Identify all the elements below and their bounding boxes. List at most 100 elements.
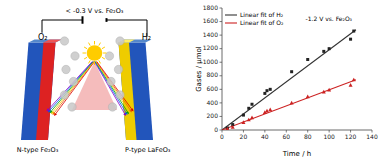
data-point: [306, 95, 310, 99]
fit-line: [222, 30, 356, 130]
sun-ray: [102, 57, 105, 59]
y-tick: [220, 8, 223, 9]
wire: [42, 20, 43, 33]
sun-ray: [103, 53, 106, 54]
light-ray: [55, 62, 95, 115]
data-point: [241, 120, 245, 124]
gas-bubble: [114, 65, 122, 73]
y-tick: [220, 75, 223, 76]
light-ray: [52, 62, 94, 113]
data-point: [327, 88, 331, 92]
light-ray: [96, 62, 131, 112]
data-point: [322, 50, 325, 53]
schematic-label: N-type Fe₂O₃: [17, 146, 59, 154]
data-point: [290, 70, 293, 73]
y-tick-label: 200: [207, 112, 219, 119]
x-tick-label: 140: [366, 133, 378, 140]
gas-bubble: [116, 91, 124, 99]
sun-ray: [84, 57, 87, 59]
wire: [107, 20, 148, 21]
data-point: [247, 107, 250, 110]
y-tick: [220, 48, 223, 49]
y-tick: [220, 62, 223, 63]
light-ray-head: [131, 108, 134, 111]
data-point: [231, 125, 235, 129]
data-point: [268, 107, 272, 111]
x-tick-label: 60: [282, 133, 290, 140]
light-cone: [72, 62, 117, 110]
y-tick: [220, 130, 223, 131]
light-ray: [48, 62, 93, 111]
x-tick-label: 20: [240, 133, 248, 140]
x-tick-label: 0: [220, 133, 224, 140]
sun-ray: [99, 43, 101, 46]
sun-ray: [102, 47, 105, 49]
data-point: [265, 109, 269, 113]
y-axis: [222, 8, 223, 130]
schematic-title: < -0.3 V vs. Fe₂O₃: [66, 7, 124, 15]
sun-ray: [99, 60, 101, 63]
data-point: [306, 58, 309, 61]
sun-ray: [89, 43, 91, 46]
y-tick-label: 1000: [203, 58, 218, 65]
gas-bubble: [105, 52, 113, 60]
sun-ray: [94, 62, 95, 65]
data-point: [263, 92, 266, 95]
gas-bubble: [108, 103, 116, 111]
x-tick-label: 80: [304, 133, 312, 140]
gas-bubble: [62, 65, 70, 73]
y-axis-label: Gases / μmol: [195, 46, 203, 92]
annotation: -1.2 V vs. Fe₂O₃: [306, 15, 353, 22]
legend: Linear fit of H₂Linear fit of O₂: [225, 11, 284, 26]
schematic-label: O₂: [38, 33, 48, 42]
gas-bubble: [68, 103, 76, 111]
plot-area: [222, 30, 356, 130]
data-point: [349, 38, 352, 41]
y-tick: [220, 102, 223, 103]
data-point: [250, 116, 254, 120]
data-point: [328, 47, 331, 50]
data-point: [352, 78, 356, 82]
line-chart: 0204060801001201400200400600800100012001…: [195, 4, 378, 158]
x-tick-label: 120: [345, 133, 357, 140]
light-ray: [95, 62, 126, 115]
gas-bubble: [116, 37, 124, 45]
legend-swatch: [225, 22, 237, 23]
data-point: [242, 114, 245, 117]
y-tick: [220, 35, 223, 36]
gas-bubble: [107, 77, 115, 85]
fit-line: [222, 80, 356, 130]
x-tick-label: 100: [323, 133, 335, 140]
legend-label: Linear fit of O₂: [240, 19, 284, 26]
x-axis-label: Time / h: [282, 150, 311, 158]
schematic-label: P-type LaFeO₃: [125, 146, 171, 154]
data-point: [225, 127, 229, 130]
y-tick-label: 1600: [203, 17, 218, 24]
gas-bubble: [69, 77, 77, 85]
y-tick-label: 600: [207, 85, 219, 92]
sun: [87, 45, 103, 61]
light-ray: [96, 62, 130, 113]
gas-bubble: [60, 91, 68, 99]
light-ray: [49, 62, 93, 112]
light-ray: [95, 62, 128, 113]
light-ray: [50, 62, 93, 113]
data-point: [251, 103, 254, 106]
schematic: < -0.3 V vs. Fe₂O₃O₂H₂N-type Fe₂O₃P-type…: [17, 7, 171, 154]
light-ray: [53, 62, 94, 114]
y-tick-label: 1200: [203, 44, 218, 51]
y-tick: [220, 21, 223, 22]
data-point: [290, 101, 294, 105]
electrode: [119, 43, 154, 141]
y-tick: [220, 89, 223, 90]
gas-bubble: [71, 52, 79, 60]
data-point: [269, 88, 272, 91]
data-point: [349, 83, 353, 87]
legend-swatch: [225, 14, 237, 15]
y-tick-label: 800: [207, 71, 219, 78]
x-tick-label: 40: [261, 133, 269, 140]
data-point: [322, 90, 326, 94]
wire: [42, 20, 83, 21]
electrode: [21, 43, 56, 141]
sun-ray: [94, 41, 95, 44]
